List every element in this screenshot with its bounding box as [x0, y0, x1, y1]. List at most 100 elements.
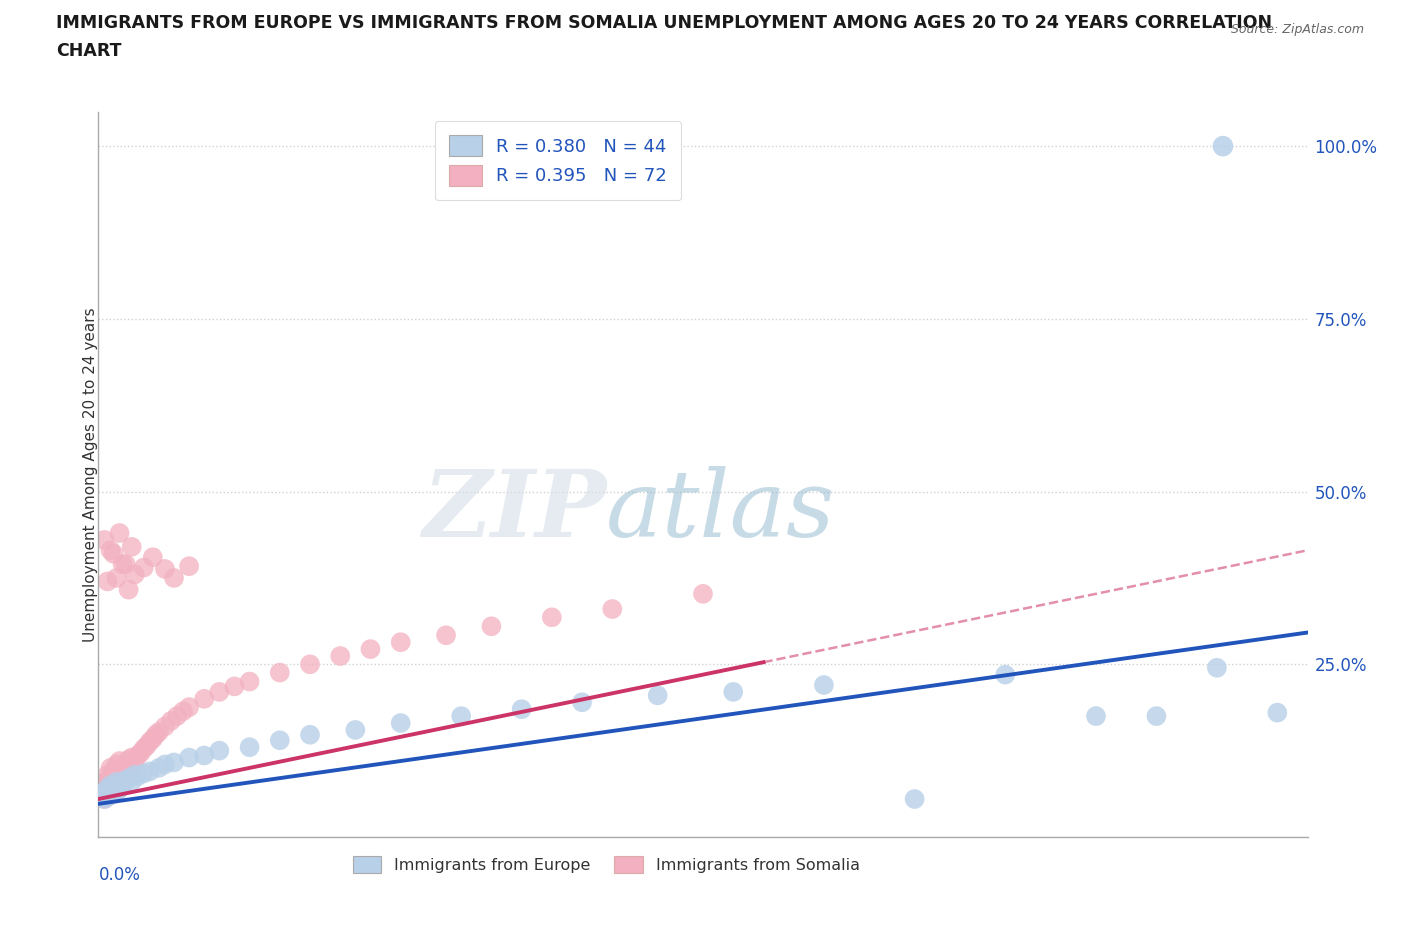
Point [1206, 660, 1229, 675]
Point [450, 709, 472, 724]
Point [1144, 709, 1167, 724]
Point [239, 674, 262, 689]
Point [153, 719, 176, 734]
Point [96, 574, 118, 589]
Point [1085, 709, 1108, 724]
Point [96, 790, 118, 804]
Text: Source: ZipAtlas.com: Source: ZipAtlas.com [1230, 23, 1364, 36]
Point [93, 775, 115, 790]
Point [93, 782, 115, 797]
Point [269, 733, 291, 748]
Point [179, 559, 201, 574]
Point [299, 657, 322, 671]
Point [360, 642, 382, 657]
Point [93, 533, 115, 548]
Point [160, 713, 183, 728]
Point [111, 777, 134, 792]
Point [904, 791, 927, 806]
Point [90, 777, 112, 792]
Point [124, 567, 146, 582]
Point [96, 781, 118, 796]
Point [118, 582, 141, 597]
Point [114, 773, 136, 788]
Point [540, 610, 562, 625]
Point [105, 769, 128, 784]
Point [124, 767, 146, 782]
Point [135, 738, 157, 753]
Point [344, 723, 367, 737]
Point [329, 648, 352, 663]
Point [100, 777, 122, 792]
Point [208, 684, 231, 699]
Point [103, 780, 125, 795]
Point [108, 766, 131, 781]
Point [105, 757, 128, 772]
Point [148, 724, 170, 739]
Point [103, 782, 125, 797]
Point [813, 678, 835, 693]
Point [96, 767, 118, 782]
Point [179, 699, 201, 714]
Point [145, 727, 167, 742]
Point [269, 665, 291, 680]
Point [163, 570, 186, 585]
Point [96, 790, 118, 804]
Point [114, 557, 136, 572]
Y-axis label: Unemployment Among Ages 20 to 24 years: Unemployment Among Ages 20 to 24 years [83, 307, 97, 642]
Point [93, 791, 115, 806]
Point [103, 764, 125, 778]
Text: 0.0%: 0.0% [98, 866, 141, 884]
Point [127, 748, 149, 763]
Point [389, 715, 412, 730]
Point [142, 550, 165, 565]
Point [105, 570, 128, 585]
Point [1267, 705, 1289, 720]
Point [163, 755, 186, 770]
Point [647, 688, 669, 703]
Point [224, 679, 246, 694]
Point [434, 628, 457, 643]
Point [108, 777, 131, 792]
Point [103, 776, 125, 790]
Point [93, 791, 115, 806]
Point [994, 667, 1017, 682]
Point [142, 732, 165, 747]
Point [692, 587, 714, 602]
Point [105, 781, 128, 796]
Point [93, 785, 115, 800]
Point [108, 781, 131, 796]
Point [148, 761, 170, 776]
Text: CHART: CHART [56, 42, 122, 60]
Point [103, 787, 125, 802]
Point [121, 775, 143, 790]
Point [118, 771, 141, 786]
Point [481, 618, 503, 633]
Point [108, 525, 131, 540]
Point [723, 684, 745, 699]
Point [127, 769, 149, 784]
Point [179, 751, 201, 765]
Point [172, 704, 194, 719]
Point [129, 745, 152, 760]
Point [602, 602, 624, 617]
Point [105, 775, 128, 790]
Legend: Immigrants from Europe, Immigrants from Somalia: Immigrants from Europe, Immigrants from … [346, 850, 866, 880]
Point [103, 546, 125, 561]
Point [111, 557, 134, 572]
Point [1212, 139, 1234, 153]
Point [124, 755, 146, 770]
Point [100, 761, 122, 776]
Point [139, 734, 162, 749]
Point [96, 780, 118, 795]
Point [571, 695, 593, 710]
Point [111, 773, 134, 788]
Point [132, 741, 155, 756]
Point [139, 764, 162, 778]
Point [239, 739, 262, 754]
Point [121, 539, 143, 554]
Point [114, 769, 136, 784]
Point [389, 635, 412, 650]
Point [153, 562, 176, 577]
Point [90, 788, 112, 803]
Point [132, 766, 155, 781]
